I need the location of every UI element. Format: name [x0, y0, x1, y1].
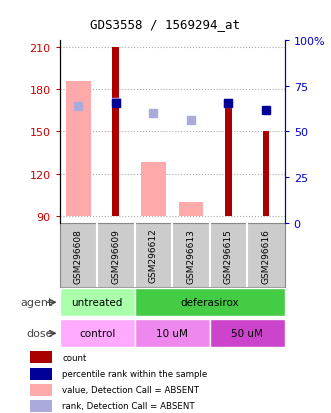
- Text: GSM296609: GSM296609: [111, 228, 120, 283]
- Text: GSM296613: GSM296613: [186, 228, 195, 283]
- Text: 10 uM: 10 uM: [156, 328, 188, 339]
- Text: untreated: untreated: [71, 297, 123, 308]
- Bar: [29, 384, 52, 396]
- Text: agent: agent: [21, 297, 53, 308]
- Text: control: control: [79, 328, 115, 339]
- Bar: [29, 400, 52, 412]
- Bar: [60, 289, 135, 316]
- Text: GSM296615: GSM296615: [224, 228, 233, 283]
- Text: GSM296608: GSM296608: [74, 228, 83, 283]
- Bar: [210, 320, 285, 347]
- Bar: [225, 100, 232, 216]
- Text: GDS3558 / 1569294_at: GDS3558 / 1569294_at: [90, 18, 241, 31]
- Text: GSM296616: GSM296616: [261, 228, 270, 283]
- Text: deferasirox: deferasirox: [180, 297, 239, 308]
- Bar: [135, 289, 285, 316]
- Bar: [60, 320, 135, 347]
- Text: GSM296612: GSM296612: [149, 228, 158, 283]
- Bar: [29, 351, 52, 363]
- Bar: [262, 132, 269, 216]
- Text: value, Detection Call = ABSENT: value, Detection Call = ABSENT: [62, 385, 199, 394]
- Bar: [141, 163, 166, 216]
- Bar: [113, 48, 119, 216]
- Bar: [135, 320, 210, 347]
- Bar: [179, 202, 203, 216]
- Bar: [29, 368, 52, 380]
- Text: percentile rank within the sample: percentile rank within the sample: [62, 370, 208, 378]
- Bar: [66, 82, 90, 216]
- Text: count: count: [62, 353, 87, 362]
- Text: 50 uM: 50 uM: [231, 328, 263, 339]
- Text: dose: dose: [26, 328, 53, 339]
- Text: rank, Detection Call = ABSENT: rank, Detection Call = ABSENT: [62, 401, 195, 411]
